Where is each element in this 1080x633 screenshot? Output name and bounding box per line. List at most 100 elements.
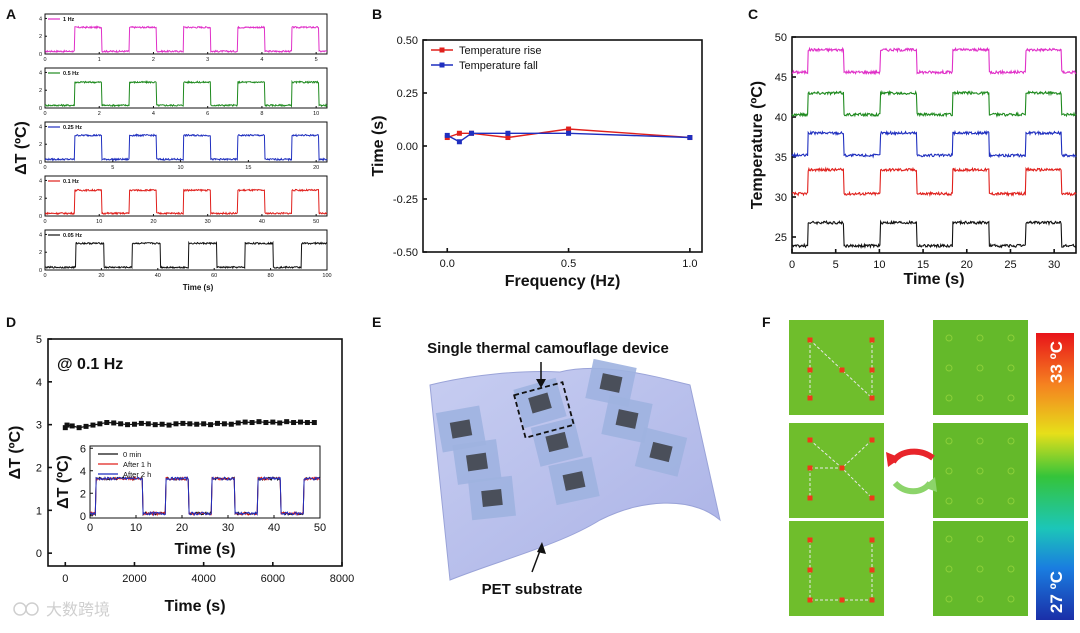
panel-d-inset-ytick-label: 2 [80,488,86,500]
thermal-device-5 [548,456,600,506]
panel-d-point-31 [270,419,276,425]
panel-a-axes-0 [44,13,328,55]
panel-d-xtick-label: 4000 [191,573,215,585]
panel-d-inset-xtick-label: 10 [130,522,142,534]
panel-a-xtick-label: 10 [178,165,184,171]
panel-d-ytick-label: 4 [36,377,42,389]
panel-c-xtick-label: 5 [833,259,839,271]
camouflaged-spot-2-2-0 [945,595,953,603]
thermal-device-0 [435,405,487,453]
panel-a-xtick-label: 2 [152,57,155,63]
device-core-0 [449,419,473,439]
hot-spot-0-1 [869,337,875,343]
panel-a-xtick-label: 20 [313,165,319,171]
camouflaged-spot-1-1-2 [1007,467,1015,475]
panel-a-xtick-label: 3 [206,57,209,63]
panel-a-ytick-label: 0 [39,52,42,58]
camouflaged-spot-2-2-2 [1007,595,1015,603]
hot-spot-0-5 [869,367,875,373]
panel-c-ylabel: Temperature (ºC) [749,81,766,209]
camouflaged-spot-0-1-2 [1007,364,1015,372]
panel-c-ytick-label: 35 [775,152,787,164]
panel-a-xtick-label: 40 [155,273,161,279]
panel-d-point-4 [83,423,89,429]
panel-a-xtick-label: 60 [211,273,217,279]
camouflaged-spot-0-2-1 [976,394,984,402]
panel-label-a: A [6,6,16,22]
panel-a-ytick-label: 0 [39,106,42,112]
panel-d-point-12 [138,420,144,426]
panel-d-inset-legend-label: After 1 h [123,460,151,469]
watermark: 大数跨境 [13,600,110,619]
camouflaged-spot-2-0-2 [1007,535,1015,543]
panel-a-axes-1 [44,67,328,109]
panel-a-subplot-1: 0 2 4 0 2 4 6 8 10 0.5 Hz [39,67,328,117]
camouflaged-spot-2-2-1 [976,595,984,603]
panel-a-xtick-label: 30 [205,219,211,225]
panel-d-point-14 [152,422,158,428]
panel-d-ytick-label: 3 [36,420,42,432]
panel-b-point-1-4 [566,130,572,136]
panel-a-xtick-label: 20 [98,273,104,279]
panel-a-xtick-label: 0 [43,57,46,63]
device-core-5 [562,471,586,491]
panel-b-ytick-label: 0.50 [397,35,418,47]
panel-a-subplot-0: 0 2 4 0 1 2 3 4 5 1 Hz [39,13,328,63]
panel-a-ytick-label: 0 [39,268,42,274]
panel-c-series-2 [791,129,1077,159]
panel-a-series-3 [44,188,328,216]
watermark-icon [13,602,27,616]
panel-a-ytick-label: 2 [39,196,42,202]
panel-label-e: E [372,314,381,330]
panel-b-legend-label: Temperature rise [459,45,542,57]
panel-d-point-21 [201,421,207,427]
panel-d-inset-xtick-label: 50 [314,522,326,534]
panel-d-point-23 [214,420,220,426]
camouflaged-spot-2-1-2 [1007,565,1015,573]
camouflaged-spot-2-0-1 [976,535,984,543]
scale-high-label: 33 ºC [1047,341,1066,383]
panel-b-point-1-2 [469,130,475,136]
hot-spot-2-2 [807,567,813,573]
panel-a-ytick-label: 4 [39,124,42,130]
panel-c-ytick-label: 30 [775,192,787,204]
panel-a-legend-label: 0.5 Hz [63,71,79,77]
thermal-tile-bg-0-0 [789,320,884,415]
panel-label-c: C [748,6,758,22]
panel-a-xtick-label: 5 [315,57,318,63]
hot-spot-2-5 [839,597,845,603]
panel-d-ylabel: ΔT (ºC) [7,426,24,480]
device-array [435,358,688,521]
panel-c-series-3 [791,166,1077,198]
panel-a-legend-label: 0.25 Hz [63,125,82,131]
thermal-tile-bg-0-1 [933,320,1028,415]
panel-b-ylabel: Time (s) [370,115,387,176]
thermal-tile-bg-1-1 [933,423,1028,518]
panel-label-d: D [6,314,16,330]
panel-b-point-1-5 [687,135,693,141]
panel-a-xtick-label: 20 [150,219,156,225]
hot-spot-1-2 [807,465,813,471]
panel-label-b: B [372,6,382,22]
panel-a-ytick-label: 2 [39,142,42,148]
panel-d-point-25 [228,421,234,427]
panel-b-point-0-3 [505,135,511,141]
panel-a-xtick-label: 4 [260,57,263,63]
panel-d-point-37 [311,420,317,426]
panel-a-xtick-label: 8 [260,111,263,117]
hot-spot-1-0 [807,437,813,443]
thermal-device-1 [452,439,502,485]
panel-c-xtick-label: 10 [873,259,885,271]
panel-d-inset-axes [89,445,321,519]
panel-c-ytick-label: 40 [775,112,787,124]
panel-a-subplot-2: 0 2 4 0 5 10 15 20 0.25 Hz [39,121,328,171]
camouflaged-spot-0-0-2 [1007,334,1015,342]
panel-d-point-9 [118,421,124,427]
panel-a-xtick-label: 15 [245,165,251,171]
panel-d-point-7 [104,420,110,426]
panel-a-xtick-label: 6 [206,111,209,117]
device-arrowhead [536,379,546,388]
panel-b-point-1-1 [456,139,462,145]
panel-b-xtick-label: 0.0 [440,258,455,270]
panel-d-point-27 [242,419,248,425]
